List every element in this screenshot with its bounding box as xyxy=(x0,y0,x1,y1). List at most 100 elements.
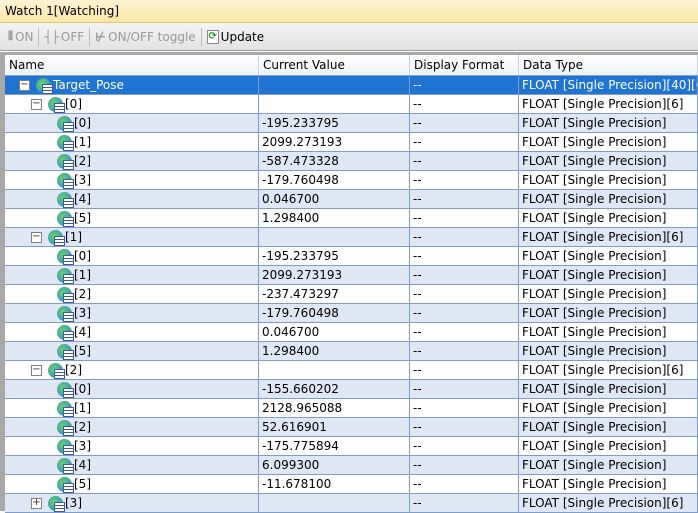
current-value-cell[interactable]: -179.760498 xyxy=(259,304,410,322)
table-row[interactable]: − [1] -- FLOAT [Single Precision][6] xyxy=(5,228,698,247)
table-row[interactable]: [5] -11.678100 -- FLOAT [Single Precision] xyxy=(5,475,698,494)
current-value-cell[interactable]: 2099.273193 xyxy=(259,266,410,284)
collapse-icon[interactable]: − xyxy=(31,230,42,243)
display-format-cell[interactable]: -- xyxy=(410,133,519,151)
table-row[interactable]: [2] 52.616901 -- FLOAT [Single Precision] xyxy=(5,418,698,437)
display-format-cell[interactable]: -- xyxy=(410,285,519,303)
toggle-button[interactable]: ⊬ ON/OFF toggle xyxy=(92,26,199,48)
display-format-cell[interactable]: -- xyxy=(410,475,519,493)
table-row[interactable]: [0] -195.233795 -- FLOAT [Single Precision] xyxy=(5,247,698,266)
display-format-cell[interactable]: -- xyxy=(410,228,519,246)
current-value-cell[interactable]: -175.775894 xyxy=(259,437,410,455)
table-row[interactable]: [0] -195.233795 -- FLOAT [Single Precision] xyxy=(5,114,698,133)
table-row[interactable]: [2] -237.473297 -- FLOAT [Single Precision] xyxy=(5,285,698,304)
name-cell: − [2] xyxy=(5,361,259,379)
display-format-cell[interactable]: -- xyxy=(410,209,519,227)
current-value-cell[interactable]: -179.760498 xyxy=(259,171,410,189)
data-type-cell: FLOAT [Single Precision][40][6] xyxy=(519,76,698,94)
display-format-cell[interactable]: -- xyxy=(410,399,519,417)
global-variable-icon xyxy=(57,324,74,341)
name-cell: [4] xyxy=(5,323,259,341)
display-format-cell[interactable]: -- xyxy=(410,437,519,455)
global-variable-icon xyxy=(48,362,65,379)
table-row[interactable]: [1] 2099.273193 -- FLOAT [Single Precision] xyxy=(5,133,698,152)
separator xyxy=(89,27,91,46)
name-cell: [2] xyxy=(5,418,259,436)
variable-name: [1] xyxy=(74,135,91,149)
table-row[interactable]: − [2] -- FLOAT [Single Precision][6] xyxy=(5,361,698,380)
display-format-cell[interactable]: -- xyxy=(410,418,519,436)
current-value-cell[interactable]: 1.298400 xyxy=(259,342,410,360)
column-header-display-format[interactable]: Display Format xyxy=(410,55,519,75)
table-row[interactable]: [3] -175.775894 -- FLOAT [Single Precision] xyxy=(5,437,698,456)
table-row[interactable]: [2] -587.473328 -- FLOAT [Single Precision] xyxy=(5,152,698,171)
current-value-cell[interactable]: -195.233795 xyxy=(259,114,410,132)
current-value-cell[interactable] xyxy=(259,361,410,379)
display-format-cell[interactable]: -- xyxy=(410,171,519,189)
display-format-cell[interactable]: -- xyxy=(410,247,519,265)
name-cell: [4] xyxy=(5,190,259,208)
off-button[interactable]: ┤├ OFF xyxy=(41,26,87,48)
display-format-cell[interactable]: -- xyxy=(410,190,519,208)
current-value-cell[interactable]: -155.660202 xyxy=(259,380,410,398)
table-row[interactable]: [5] 1.298400 -- FLOAT [Single Precision] xyxy=(5,342,698,361)
display-format-cell[interactable]: -- xyxy=(410,380,519,398)
table-row[interactable]: + [3] -- FLOAT [Single Precision][6] xyxy=(5,494,698,513)
table-row[interactable]: [4] 0.046700 -- FLOAT [Single Precision] xyxy=(5,190,698,209)
display-format-cell[interactable]: -- xyxy=(410,266,519,284)
current-value-cell[interactable] xyxy=(259,228,410,246)
current-value-cell[interactable]: 0.046700 xyxy=(259,190,410,208)
current-value-cell[interactable] xyxy=(259,95,410,113)
update-button[interactable]: ⟳ Update xyxy=(204,26,267,48)
display-format-cell[interactable]: -- xyxy=(410,456,519,474)
display-format-cell[interactable]: -- xyxy=(410,304,519,322)
current-value-cell[interactable]: 52.616901 xyxy=(259,418,410,436)
collapse-icon[interactable]: − xyxy=(31,363,42,376)
global-variable-icon xyxy=(57,343,74,360)
current-value-cell[interactable]: -587.473328 xyxy=(259,152,410,170)
table-row[interactable]: [4] 6.099300 -- FLOAT [Single Precision] xyxy=(5,456,698,475)
display-format-cell[interactable]: -- xyxy=(410,342,519,360)
display-format-cell[interactable]: -- xyxy=(410,323,519,341)
name-cell: − [0] xyxy=(5,95,259,113)
data-type-cell: FLOAT [Single Precision] xyxy=(519,133,698,151)
table-row[interactable]: [3] -179.760498 -- FLOAT [Single Precision] xyxy=(5,304,698,323)
column-header-current-value[interactable]: Current Value xyxy=(259,55,410,75)
current-value-cell[interactable]: -237.473297 xyxy=(259,285,410,303)
current-value-cell[interactable]: -195.233795 xyxy=(259,247,410,265)
current-value-cell[interactable] xyxy=(259,76,410,94)
name-cell: [3] xyxy=(5,171,259,189)
table-row[interactable]: [4] 0.046700 -- FLOAT [Single Precision] xyxy=(5,323,698,342)
table-row[interactable]: − Target_Pose -- FLOAT [Single Precision][4… xyxy=(5,76,698,95)
current-value-cell[interactable]: 2128.965088 xyxy=(259,399,410,417)
current-value-cell[interactable]: 1.298400 xyxy=(259,209,410,227)
variable-name: [5] xyxy=(74,344,91,358)
data-type-cell: FLOAT [Single Precision] xyxy=(519,475,698,493)
display-format-cell[interactable]: -- xyxy=(410,494,519,512)
display-format-cell[interactable]: -- xyxy=(410,114,519,132)
table-row[interactable]: [0] -155.660202 -- FLOAT [Single Precision] xyxy=(5,380,698,399)
table-row[interactable]: [1] 2128.965088 -- FLOAT [Single Precision] xyxy=(5,399,698,418)
name-cell: [0] xyxy=(5,380,259,398)
current-value-cell[interactable]: 0.046700 xyxy=(259,323,410,341)
contact-off-icon: ┤├ xyxy=(44,29,59,44)
current-value-cell[interactable]: 2099.273193 xyxy=(259,133,410,151)
display-format-cell[interactable]: -- xyxy=(410,76,519,94)
display-format-cell[interactable]: -- xyxy=(410,152,519,170)
collapse-icon[interactable]: − xyxy=(19,78,30,91)
display-format-cell[interactable]: -- xyxy=(410,95,519,113)
table-row[interactable]: [5] 1.298400 -- FLOAT [Single Precision] xyxy=(5,209,698,228)
column-header-data-type[interactable]: Data Type xyxy=(519,55,698,75)
on-button[interactable]: ⫴ ON xyxy=(5,26,36,48)
current-value-cell[interactable] xyxy=(259,494,410,512)
table-row[interactable]: [3] -179.760498 -- FLOAT [Single Precision] xyxy=(5,171,698,190)
collapse-icon[interactable]: − xyxy=(31,97,42,110)
display-format-cell[interactable]: -- xyxy=(410,361,519,379)
column-header-name[interactable]: Name xyxy=(5,55,259,75)
current-value-cell[interactable]: -11.678100 xyxy=(259,475,410,493)
table-row[interactable]: [1] 2099.273193 -- FLOAT [Single Precision] xyxy=(5,266,698,285)
expand-icon[interactable]: + xyxy=(31,496,42,509)
table-row[interactable]: − [0] -- FLOAT [Single Precision][6] xyxy=(5,95,698,114)
current-value-cell[interactable]: 6.099300 xyxy=(259,456,410,474)
off-label: OFF xyxy=(60,29,85,44)
